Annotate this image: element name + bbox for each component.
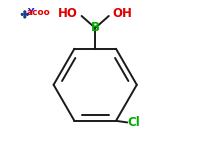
Circle shape [24, 11, 26, 13]
Circle shape [21, 13, 23, 15]
Circle shape [24, 13, 26, 15]
Text: acoo: acoo [27, 8, 51, 17]
Circle shape [24, 16, 26, 18]
Circle shape [26, 13, 28, 15]
Text: Cl: Cl [128, 116, 140, 129]
Text: OH: OH [113, 7, 133, 20]
Text: HO: HO [58, 7, 78, 20]
Text: Y: Y [27, 8, 34, 17]
Text: B: B [91, 21, 100, 34]
